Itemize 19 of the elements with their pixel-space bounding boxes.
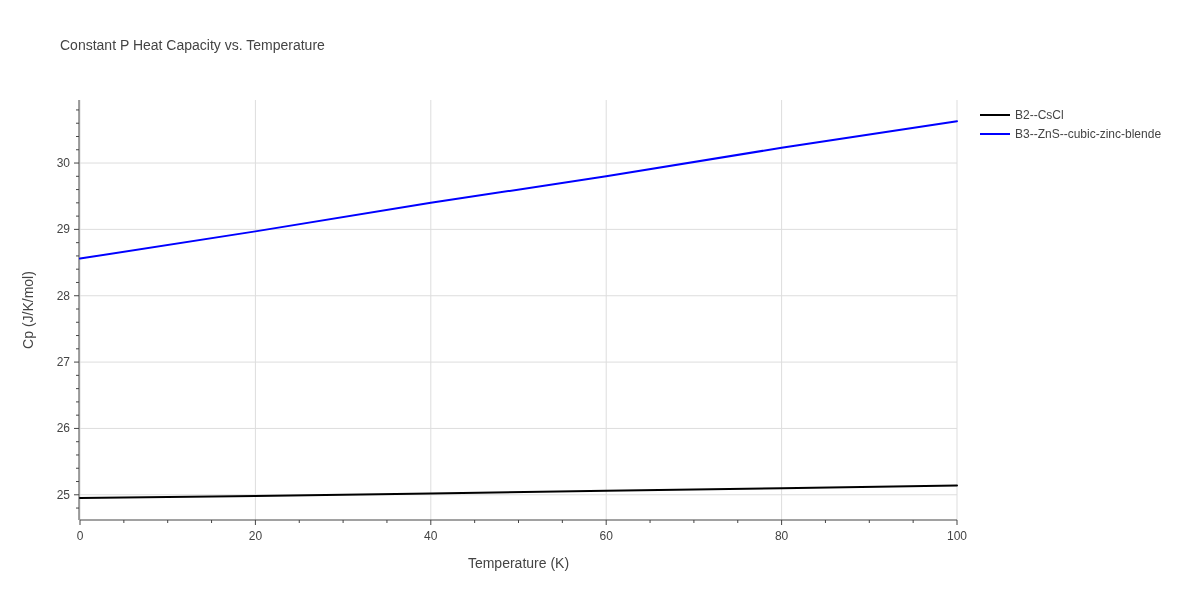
x-tick-label: 40	[424, 529, 438, 543]
x-tick-label: 60	[599, 529, 614, 543]
x-tick-label: 20	[248, 529, 263, 543]
y-tick-label: 25	[56, 487, 71, 502]
x-axis-title: Temperature (K)	[467, 555, 570, 571]
y-tick-label: 30	[56, 156, 71, 171]
line-series	[79, 484, 958, 500]
y-tick-label: 28	[56, 288, 71, 303]
line-series	[79, 120, 958, 260]
x-tick-label: 80	[774, 529, 789, 543]
x-tick-label: 0	[76, 529, 84, 543]
chart-title: Constant P Heat Capacity vs. Temperature	[60, 37, 326, 53]
legend-label: B3--ZnS--cubic-zinc-blende	[1015, 127, 1162, 141]
x-tick-label: 100	[946, 529, 968, 543]
y-tick-label: 26	[56, 421, 71, 436]
legend-label: B2--CsCl	[1015, 108, 1064, 122]
y-tick-label: 27	[56, 355, 71, 370]
y-tick-label: 29	[56, 222, 71, 237]
y-axis-title: Cp (J/K/mol)	[20, 271, 36, 349]
